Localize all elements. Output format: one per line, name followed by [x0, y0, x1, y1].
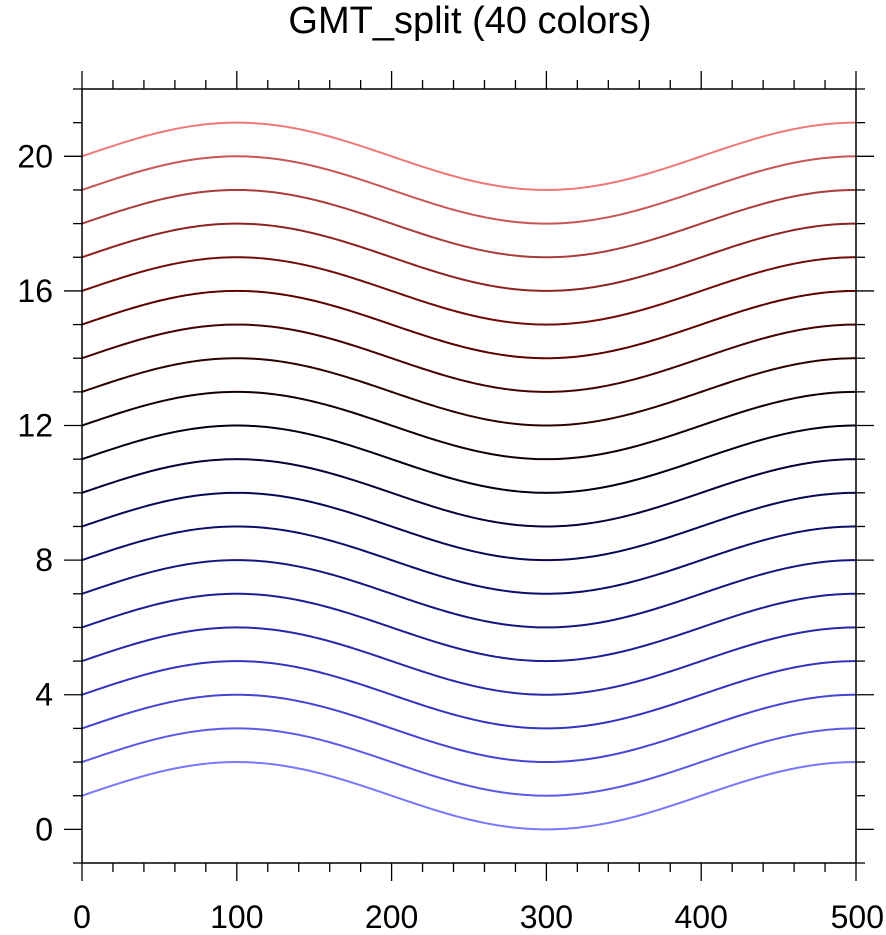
- x-tick-label: 0: [73, 899, 91, 935]
- series-line-2: [81, 727, 857, 797]
- x-tick-label: 200: [365, 899, 418, 935]
- x-tick-label: 300: [520, 899, 573, 935]
- x-tick-label: 400: [675, 899, 728, 935]
- series-line-16: [81, 256, 857, 326]
- series-line-5: [81, 626, 857, 696]
- series-line-11: [81, 424, 857, 494]
- y-tick-label: 8: [35, 542, 53, 578]
- series-line-1: [81, 761, 857, 831]
- series-line-10: [81, 458, 857, 528]
- series-line-14: [81, 323, 857, 393]
- y-tick-label: 16: [17, 273, 53, 309]
- series-line-15: [81, 289, 857, 360]
- y-tick-label: 0: [35, 811, 53, 847]
- series-line-4: [81, 660, 857, 730]
- series-line-20: [81, 121, 857, 191]
- plot-frame: [81, 88, 857, 864]
- series-line-7: [81, 559, 857, 629]
- series-line-8: [81, 525, 857, 595]
- series-line-6: [81, 592, 857, 663]
- series-line-12: [81, 390, 857, 461]
- series-line-18: [81, 188, 857, 259]
- x-tick-label: 500: [831, 899, 884, 935]
- series-layer: [81, 121, 857, 831]
- y-tick-label: 12: [17, 408, 53, 444]
- chart-title: GMT_split (40 colors): [288, 0, 651, 42]
- x-tick-label: 100: [210, 899, 263, 935]
- series-line-19: [81, 155, 857, 225]
- series-line-3: [81, 693, 857, 764]
- y-tick-label: 20: [17, 138, 53, 174]
- axes-layer: 0 100 200 300 400 500 0 4 8 12 16 20: [17, 71, 884, 935]
- y-tick-label: 4: [35, 677, 53, 713]
- series-line-13: [81, 357, 857, 427]
- series-line-17: [81, 222, 857, 292]
- series-line-9: [81, 491, 857, 562]
